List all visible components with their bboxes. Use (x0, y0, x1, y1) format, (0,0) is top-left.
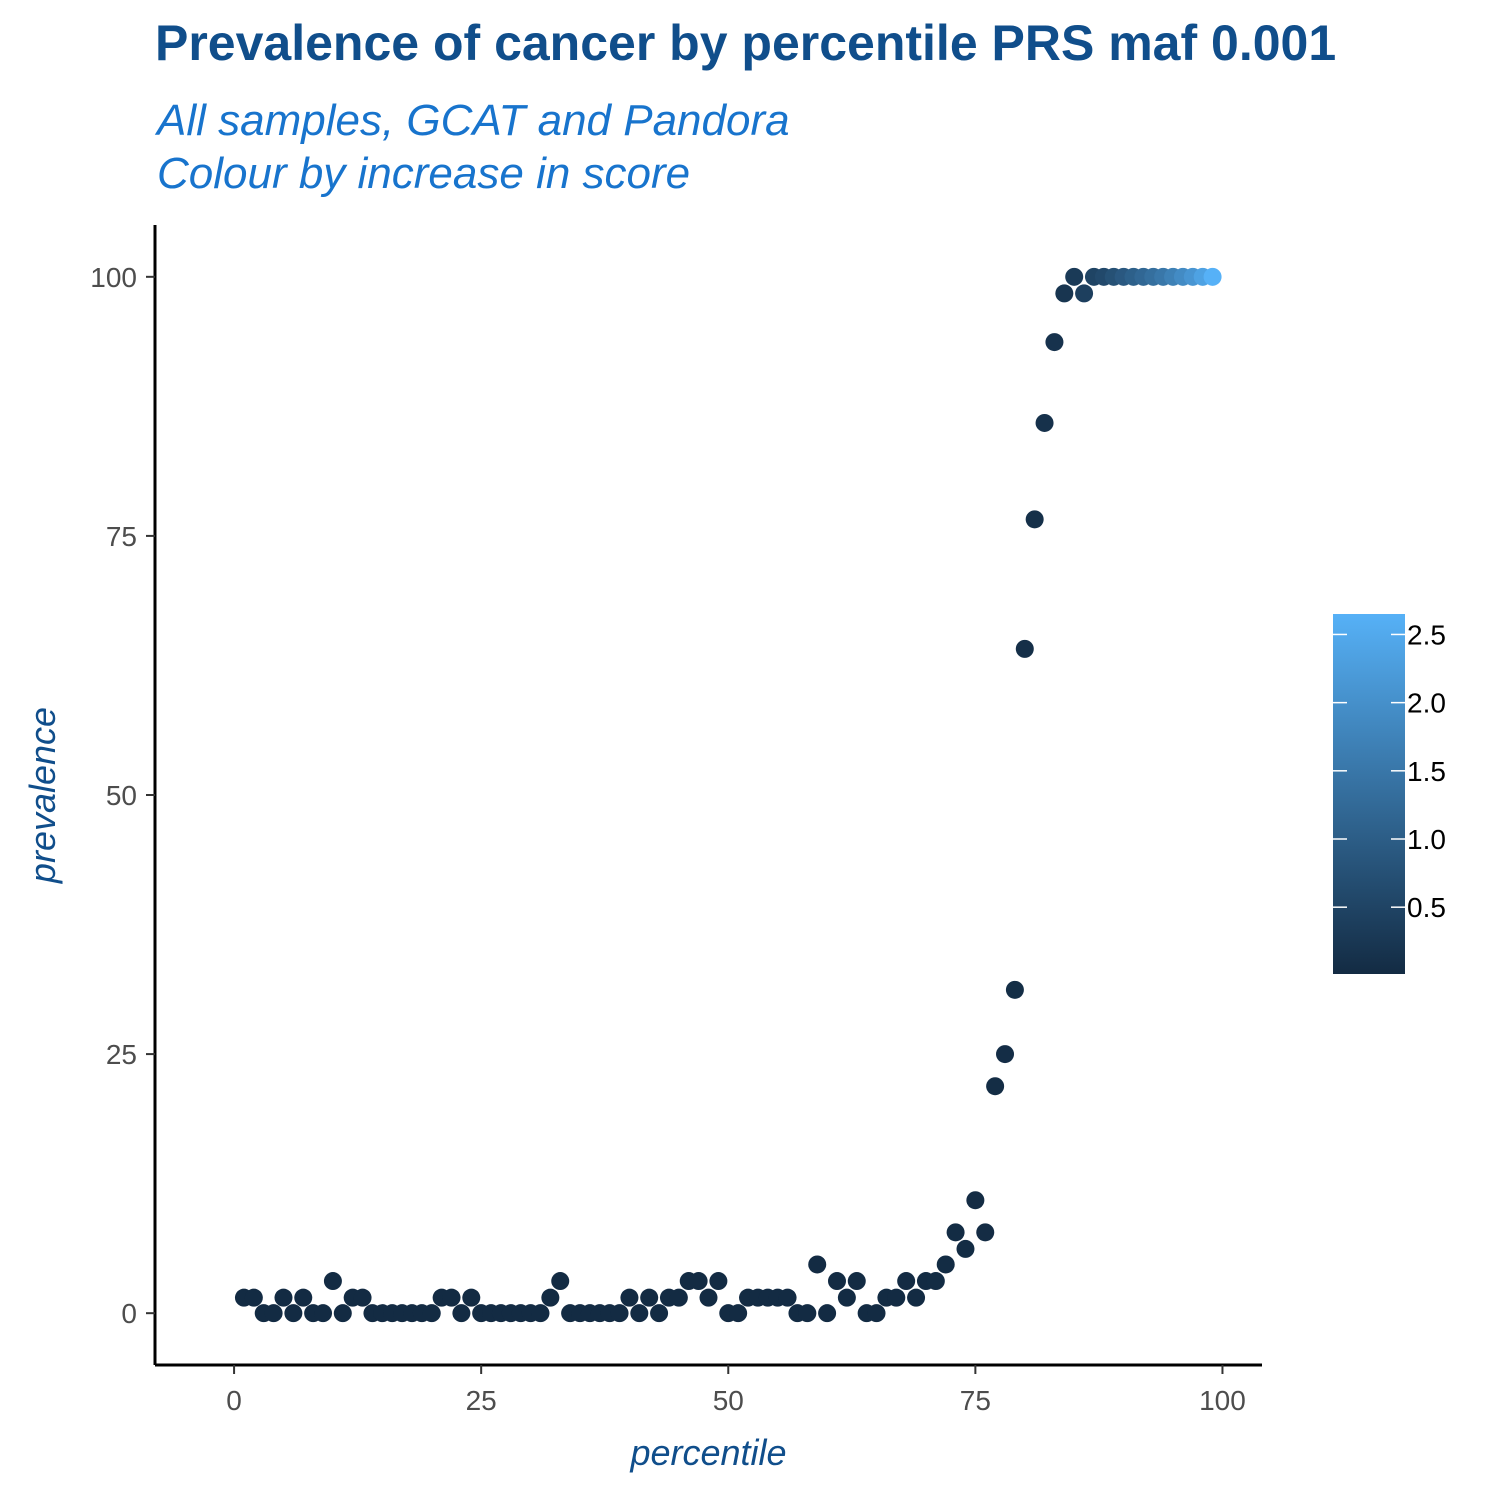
data-point (422, 1304, 441, 1323)
axes: 0 25 50 75 100 0 25 50 75 100 percentile prevalence (22, 225, 1262, 1473)
data-point (551, 1272, 570, 1291)
data-point (689, 1272, 708, 1291)
data-point (1025, 510, 1044, 529)
data-point (531, 1304, 550, 1323)
colorbar-tick-label: 2.0 (1407, 688, 1446, 719)
data-point (1045, 333, 1064, 352)
data-point (323, 1272, 342, 1291)
data-point (887, 1288, 906, 1307)
data-point (1035, 413, 1054, 432)
y-tick-label: 50 (106, 780, 137, 811)
x-tick-label: 25 (466, 1385, 497, 1416)
colorbar-gradient (1333, 614, 1405, 974)
chart-subtitle-line-2: Colour by increase in score (157, 149, 691, 198)
data-point (314, 1304, 333, 1323)
data-point (1055, 284, 1074, 303)
data-point (986, 1077, 1005, 1096)
data-point (907, 1288, 926, 1307)
data-point (274, 1288, 293, 1307)
x-axis-title: percentile (629, 1432, 786, 1473)
data-point (1203, 267, 1222, 286)
data-point (650, 1304, 669, 1323)
data-point (669, 1288, 688, 1307)
data-point (798, 1304, 817, 1323)
data-point (778, 1288, 797, 1307)
data-point (1065, 267, 1084, 286)
chart-title: Prevalence of cancer by percentile PRS m… (155, 15, 1337, 71)
data-point (837, 1288, 856, 1307)
data-point (244, 1288, 263, 1307)
data-point (620, 1288, 639, 1307)
data-point (808, 1255, 827, 1274)
y-tick-label: 25 (106, 1039, 137, 1070)
data-point (541, 1288, 560, 1307)
x-tick-label: 0 (226, 1385, 242, 1416)
colorbar-tick-label: 0.5 (1407, 892, 1446, 923)
data-point (1005, 980, 1024, 999)
colorbar-tick-label: 1.0 (1407, 824, 1446, 855)
data-point (699, 1288, 718, 1307)
x-tick-label: 75 (960, 1385, 991, 1416)
data-point (847, 1272, 866, 1291)
data-point (729, 1304, 748, 1323)
data-point (610, 1304, 629, 1323)
data-point (936, 1255, 955, 1274)
data-point (264, 1304, 283, 1323)
x-tick-label: 100 (1199, 1385, 1246, 1416)
data-point (976, 1223, 995, 1242)
data-point (1015, 639, 1034, 658)
colorbar-tick-label: 2.5 (1407, 619, 1446, 650)
y-tick-label: 0 (121, 1298, 137, 1329)
data-point (640, 1288, 659, 1307)
y-tick-label: 75 (106, 521, 137, 552)
data-point (867, 1304, 886, 1323)
data-point (818, 1304, 837, 1323)
data-point (462, 1288, 481, 1307)
data-point (1075, 284, 1094, 303)
data-point (926, 1272, 945, 1291)
colorbar-legend: 0.5 1.0 1.5 2.0 2.5 (1333, 614, 1446, 974)
x-tick-label: 50 (713, 1385, 744, 1416)
data-point (966, 1191, 985, 1210)
data-point (996, 1045, 1015, 1064)
data-point (452, 1304, 471, 1323)
colorbar-tick-label: 1.5 (1407, 756, 1446, 787)
data-point (630, 1304, 649, 1323)
y-axis-title: prevalence (22, 707, 63, 884)
data-point (897, 1272, 916, 1291)
data-point (956, 1239, 975, 1258)
data-point (442, 1288, 461, 1307)
data-point (709, 1272, 728, 1291)
data-point (827, 1272, 846, 1291)
data-point (353, 1288, 372, 1307)
data-point (946, 1223, 965, 1242)
data-point (284, 1304, 303, 1323)
chart-subtitle-line-1: All samples, GCAT and Pandora (157, 96, 790, 145)
data-point (294, 1288, 313, 1307)
data-points (234, 267, 1222, 1323)
data-point (333, 1304, 352, 1323)
y-tick-label: 100 (90, 262, 137, 293)
